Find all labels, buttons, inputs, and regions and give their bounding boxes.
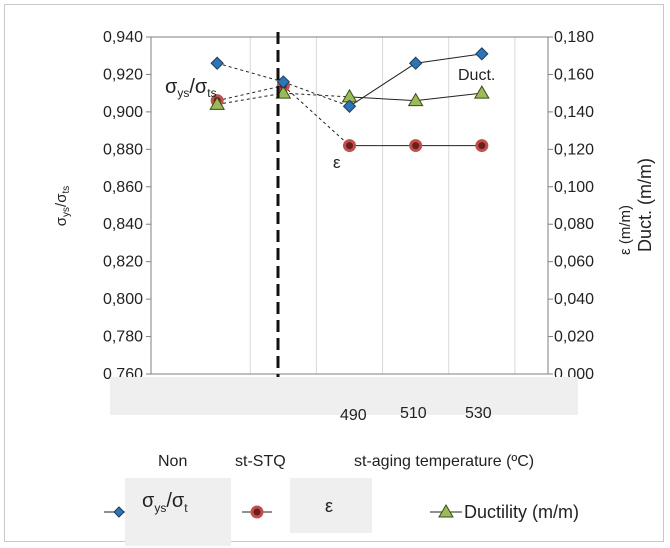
series-ratio-line — [349, 62, 416, 107]
annotation-epsilon: ε — [333, 153, 341, 172]
y-left-tick-label: 0,880 — [103, 141, 143, 158]
y-left-tick-label: 0,860 — [103, 179, 143, 196]
y-left-tick-label: 0,940 — [103, 29, 143, 46]
series-epsilon-point-core — [412, 142, 420, 150]
legend-marker-ratio — [113, 506, 125, 518]
y-right-tick-label: 0,100 — [554, 179, 594, 196]
annotation-ductility: Duct. — [458, 67, 495, 84]
series-ductility-point — [473, 85, 490, 99]
y-left-tick-label: 0,800 — [103, 291, 143, 308]
y-right-tick-label: 0,160 — [554, 66, 594, 83]
category-label-st-stq: st-STQ — [235, 453, 286, 470]
legend-label-epsilon: ε — [325, 496, 334, 516]
y-left-tick-label: 0,920 — [103, 66, 143, 83]
y-right-tick-label: 0,180 — [554, 29, 594, 46]
y-right-tick-label: 0,080 — [554, 216, 594, 233]
legend-label-ratio: σys/σt — [142, 490, 188, 515]
category-label-510: 510 — [400, 405, 427, 422]
y-left-tick-label: 0,780 — [103, 329, 143, 346]
series-epsilon-line — [217, 85, 284, 102]
y-right-tick-label: 0,120 — [554, 141, 594, 158]
series-epsilon-line — [282, 85, 350, 146]
series-ductility-point — [209, 96, 226, 110]
y-left-tick-label: 0,900 — [103, 104, 143, 121]
chart-frame — [4, 4, 664, 542]
y-right-tick-label: 0,140 — [554, 104, 594, 121]
series-ductility-line — [283, 92, 350, 98]
series-ductility-line — [415, 92, 482, 102]
category-label-box — [110, 377, 578, 415]
y-right-tick-label: 0,020 — [554, 329, 594, 346]
series-ratio-point — [408, 56, 423, 70]
y-right-axis-title-epsilon: ε (m/m) — [617, 205, 634, 255]
y-left-tick-label: 0,840 — [103, 216, 143, 233]
plot-area — [150, 36, 549, 375]
legend-box-ratio — [125, 478, 231, 546]
x-axis-caption: st-aging temperature (ºC) — [354, 453, 535, 470]
y-right-tick-label: 0,060 — [554, 254, 594, 271]
series-ratio-point — [475, 47, 489, 61]
y-right-tick-label: 0,040 — [554, 291, 594, 308]
series-ratio-point — [342, 99, 357, 113]
series-epsilon-point-core — [478, 142, 486, 150]
legend-label-ductility: Ductility (m/m) — [464, 502, 579, 522]
series-ductility-point — [275, 85, 292, 99]
series-epsilon-point-core — [346, 142, 353, 150]
y-right-axis-title-ductility: Duct. (m/m) — [635, 158, 655, 252]
y-left-tick-label: 0,820 — [103, 254, 143, 271]
series-ductility-line — [349, 96, 416, 102]
category-label-490: 490 — [340, 407, 367, 424]
annotation-ratio: σys/σts — [165, 76, 217, 100]
legend-box-epsilon — [290, 478, 372, 533]
series-ductility-line — [217, 92, 284, 105]
series-ratio-point — [210, 56, 224, 70]
legend-marker-epsilon-core — [253, 508, 261, 516]
category-label-non: Non — [158, 453, 188, 470]
series-ductility-point — [407, 92, 424, 107]
category-label-530: 530 — [465, 405, 492, 422]
y-left-axis-title: σys/σts — [53, 186, 72, 226]
series-ratio-line — [415, 53, 482, 64]
legend-marker-ductility — [438, 504, 454, 518]
